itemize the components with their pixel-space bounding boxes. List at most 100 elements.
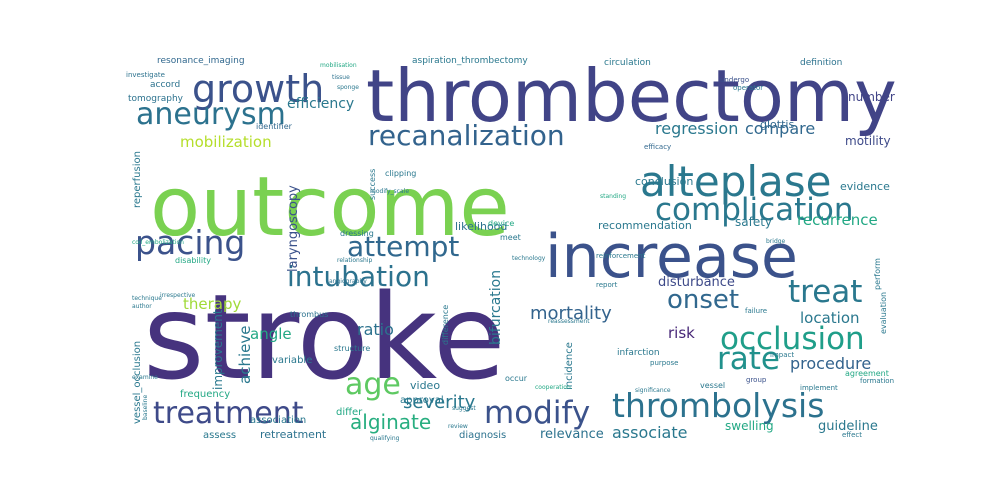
word-thrombectomy: thrombectomy	[366, 54, 897, 138]
word-identifier: identifier	[256, 122, 293, 131]
word-number: number	[848, 90, 895, 104]
word-onset: onset	[667, 285, 739, 315]
word-purpose: purpose	[650, 359, 678, 367]
word-thrombolysis: thrombolysis	[612, 386, 824, 425]
word-modify: modify	[484, 395, 590, 431]
word-mobilisation: mobilisation	[320, 62, 357, 69]
word-procedure: procedure	[790, 354, 871, 373]
word-significance: significance	[635, 387, 671, 394]
word-examine: examine	[132, 374, 158, 381]
word-undergo: undergo	[720, 76, 749, 84]
word-group: group	[746, 376, 767, 384]
word-vessel: vessel	[700, 381, 725, 390]
word-meet: meet	[500, 233, 521, 242]
word-mortality: mortality	[530, 303, 612, 324]
word-technology: technology	[512, 255, 546, 262]
word-bridge: bridge	[766, 238, 786, 245]
word-aspiration-thrombectomy: aspiration_thrombectomy	[412, 56, 528, 66]
word-treat: treat	[788, 274, 862, 310]
word-mobilization: mobilization	[180, 133, 272, 151]
word-standing: standing	[600, 193, 626, 200]
word-complication: complication	[655, 192, 854, 228]
word-growth: growth	[192, 67, 324, 111]
word-aneurysm: aneurysm	[136, 97, 286, 132]
word-irrespective: irrespective	[160, 292, 196, 299]
word-review: review	[448, 423, 468, 430]
word-author: author	[132, 303, 152, 310]
word-association: association	[250, 415, 306, 426]
word-reassessment: reassessment	[548, 318, 590, 325]
word-therapy: therapy	[183, 295, 241, 313]
word-ratio: ratio	[357, 320, 394, 339]
word-alginate: alginate	[350, 410, 431, 434]
word-location: location	[800, 309, 860, 327]
word-report: report	[596, 281, 618, 289]
word-alteplase: alteplase	[640, 157, 832, 206]
word-improvement: improvement	[211, 309, 225, 390]
word-investigate: investigate	[126, 71, 165, 79]
word-differ: differ	[336, 407, 363, 418]
word-angiography: angiography	[329, 278, 367, 285]
word-thrombus: thrombus	[290, 310, 328, 319]
word-operator: operator	[733, 84, 763, 92]
word-treatment: treatment	[153, 396, 304, 431]
word-glottis: glottis	[760, 118, 794, 131]
word-assess: assess	[203, 430, 236, 441]
word-cooperation: cooperation	[535, 384, 571, 391]
word-severity: severity	[403, 392, 476, 413]
word-bifurcation: bifurcation	[488, 270, 504, 345]
word-outcome: outcome	[150, 160, 510, 255]
word-disability: disability	[175, 256, 211, 265]
word-evaluation: evaluation	[879, 292, 888, 334]
word-sponge: sponge	[337, 84, 359, 91]
word-likelihood: likelihood	[455, 220, 507, 233]
word-achieve: achieve	[236, 326, 254, 384]
word-angle: angle	[250, 325, 292, 343]
word-suggest: suggest	[452, 405, 476, 412]
word-variable: variable	[272, 355, 312, 366]
word-pacing: pacing	[135, 223, 245, 262]
word-effect: effect	[842, 431, 862, 439]
word-retreatment: retreatment	[260, 428, 327, 441]
word-accord: accord	[150, 80, 180, 90]
word-technique: technique	[132, 295, 162, 302]
word-recanalization: recanalization	[368, 119, 565, 152]
word-evidence: evidence	[840, 180, 890, 193]
word-rate: rate	[717, 341, 780, 377]
word-disturbance: disturbance	[658, 275, 735, 290]
word-device: device	[488, 219, 514, 228]
word-motility: motility	[845, 134, 891, 148]
word-clipping: clipping	[385, 169, 416, 178]
word-definition: definition	[800, 58, 842, 68]
word-recommendation: recommendation	[598, 219, 692, 232]
word-cloud-words: stroke outcome thrombectomy increase altepla…	[126, 54, 897, 442]
word-occlusion: occlusion	[720, 321, 865, 357]
word-relationship: relationship	[337, 257, 372, 264]
word-associate: associate	[612, 423, 687, 442]
word-regression: regression	[655, 119, 738, 138]
word-infarction: infarction	[617, 348, 660, 358]
word-circulation: circulation	[604, 58, 651, 68]
word-tomography: tomography	[128, 94, 184, 104]
word-occur: occur	[505, 374, 528, 383]
word-modify-scale: modify_scale	[370, 188, 409, 195]
word-success: success	[368, 169, 377, 200]
word-vessel-occlusion: vessel_occlusion	[132, 341, 143, 424]
word-qualifying: qualifying	[370, 435, 400, 442]
word-video: video	[410, 379, 440, 392]
word-approval: approval	[400, 395, 444, 406]
word-perform: perform	[873, 258, 882, 290]
word-age: age	[345, 367, 401, 402]
word-recurrence: recurrence	[797, 211, 878, 229]
word-coil-embolization: coil_embolization	[132, 239, 184, 246]
word-impact: impact	[770, 351, 794, 359]
word-efficiency: efficiency	[287, 96, 354, 112]
word-reperfusion: reperfusion	[132, 151, 143, 208]
word-frequency: frequency	[180, 389, 230, 400]
word-stroke: stroke	[143, 268, 506, 406]
word-reinforcement: reinforcement	[596, 252, 646, 260]
word-agreement: agreement	[845, 369, 889, 378]
word-attempt: attempt	[347, 230, 459, 263]
word-resonance-imaging: resonance_imaging	[157, 56, 245, 66]
